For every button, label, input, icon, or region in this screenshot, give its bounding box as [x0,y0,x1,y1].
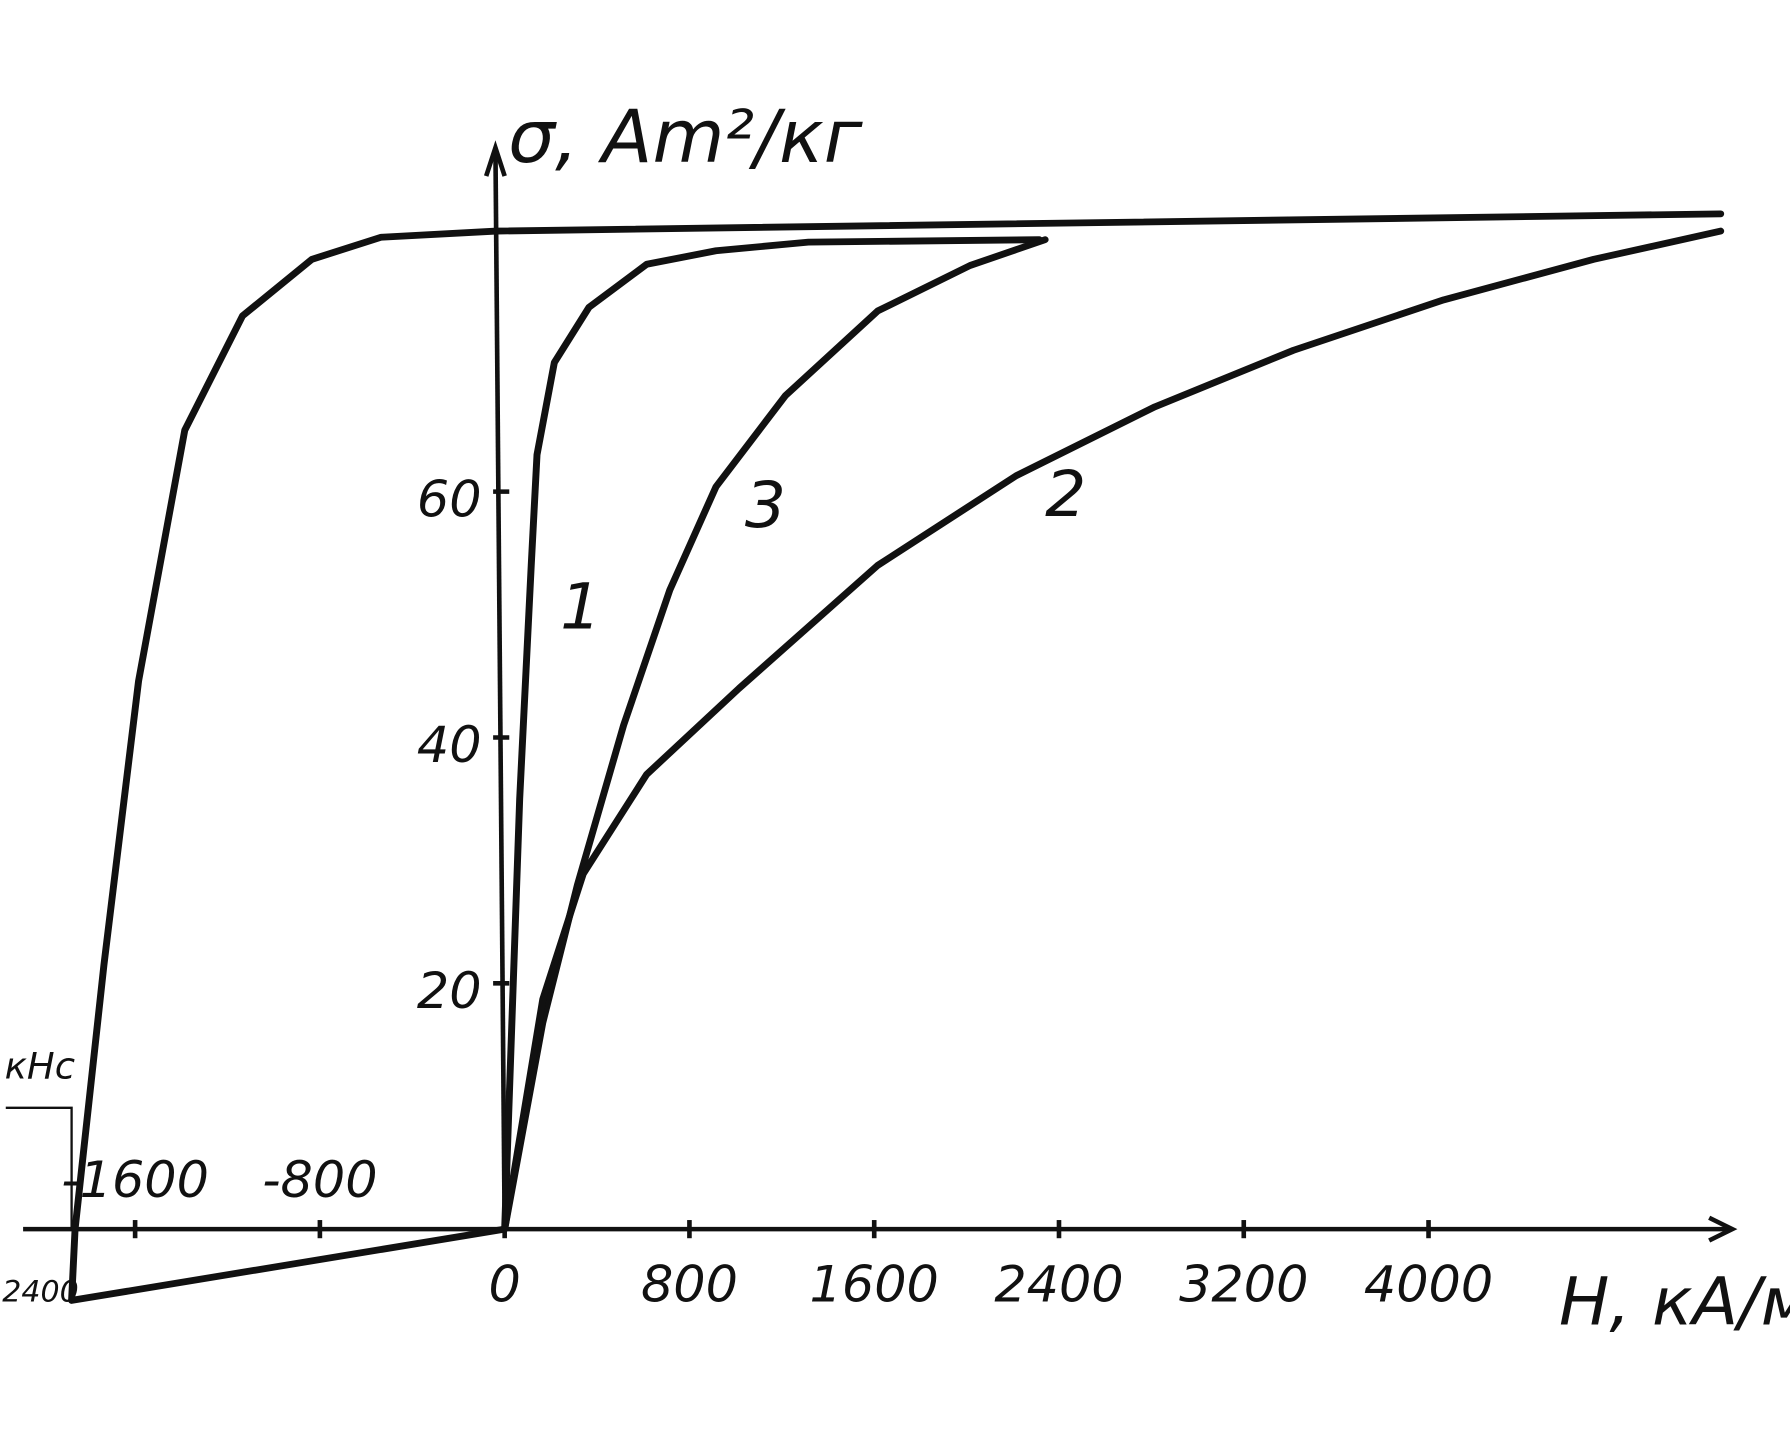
curve-label: 3 [745,468,786,542]
x-tick-label: 3200 [1179,1255,1308,1314]
y-axis [493,147,507,1230]
x-tick-label: 0 [489,1255,521,1314]
annotation: кHc [5,1045,75,1088]
y-arrow [483,140,507,177]
x-axis-label: H, кA/м [1559,1263,1790,1340]
y-axis-label: σ, Am²/кг [508,95,863,179]
curve [501,236,1049,1233]
annotation: 2400 [2,1275,78,1310]
coercive-marker [5,1106,73,1228]
y-tick-label: 60 [417,470,482,529]
curve-label: 2 [1045,457,1086,531]
x-tick-label: 800 [641,1255,738,1314]
x-tick-label: 2400 [994,1255,1123,1314]
curve [68,210,1725,1304]
y-tick-label: 20 [417,961,482,1020]
curve [501,236,1043,1233]
curve [501,227,1725,1233]
curve-label: 1 [560,570,601,644]
x-tick-label: 4000 [1364,1255,1493,1314]
x-tick-label: 1600 [810,1255,939,1314]
y-tick-label: 40 [417,716,482,775]
x-arrow [1708,1215,1738,1243]
x-tick-label: -800 [262,1150,377,1209]
